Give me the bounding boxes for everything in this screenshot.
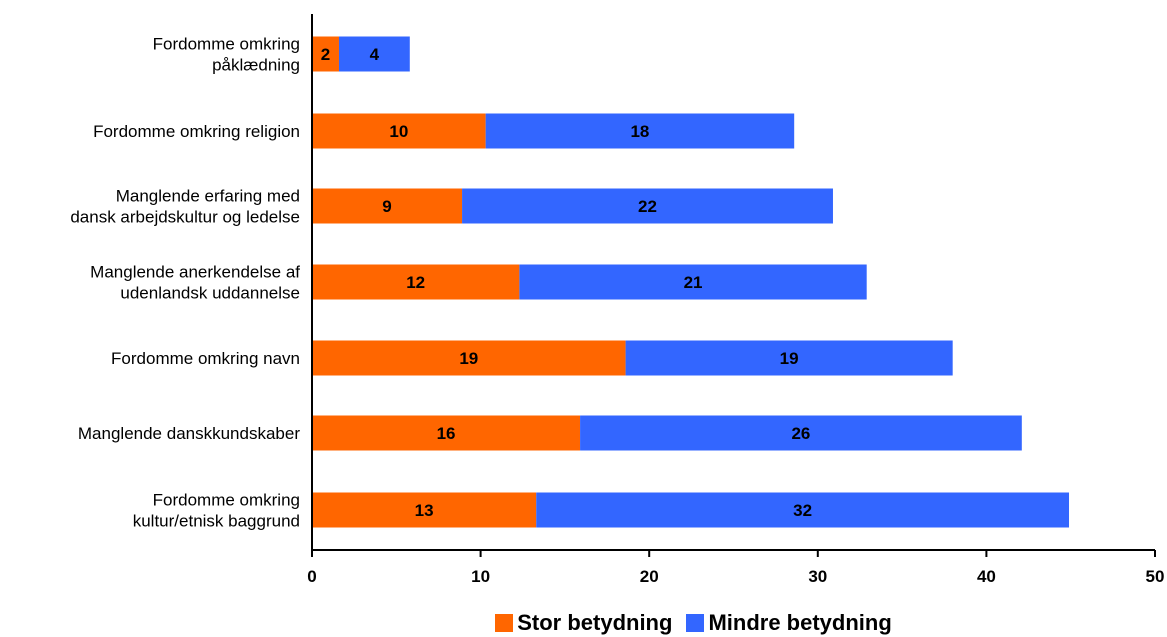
category-label-3-line-1: udenlandsk uddannelse (120, 284, 300, 303)
category-label-0-line-1: påklædning (212, 56, 300, 75)
legend-swatch-mindre (686, 614, 705, 632)
category-label-5: Manglende danskkundskaber (78, 424, 300, 443)
category-label-1: Fordomme omkring religion (93, 122, 300, 141)
x-tick-label-30: 30 (808, 567, 827, 586)
category-label-0-line-0: Fordomme omkring (153, 35, 300, 54)
category-label-4: Fordomme omkring navn (111, 349, 300, 368)
bars-group: 2 4 10 18 9 22 12 21 19 19 16 26 13 32 (312, 36, 1070, 528)
legend-item-stor: Stor betydning (495, 610, 672, 636)
category-label-3-line-0: Manglende anerkendelse af (90, 263, 300, 282)
data-label-stor-6: 13 (415, 501, 434, 520)
x-axis-ticks: 0 10 20 30 40 50 (307, 550, 1164, 586)
data-label-mindre-6: 32 (793, 501, 812, 520)
data-label-mindre-4: 19 (780, 349, 799, 368)
bar-mindre-5 (580, 415, 1022, 451)
category-label-2-line-1: dansk arbejdskultur og ledelse (70, 208, 300, 227)
data-label-mindre-3: 21 (684, 273, 703, 292)
bar-mindre-4 (625, 340, 953, 376)
legend-label-stor: Stor betydning (517, 610, 673, 635)
data-label-stor-2: 9 (382, 197, 391, 216)
x-tick-label-20: 20 (640, 567, 659, 586)
data-label-stor-5: 16 (437, 424, 456, 443)
bar-mindre-6 (536, 492, 1070, 528)
bar-mindre-0 (338, 36, 410, 72)
category-label-6-line-1: kultur/etnisk baggrund (133, 512, 300, 531)
x-tick-label-0: 0 (307, 567, 316, 586)
legend: Stor betydning Mindre betydning (0, 610, 1167, 636)
x-tick-label-40: 40 (977, 567, 996, 586)
bar-stor-2 (312, 188, 463, 224)
bar-stor-6 (312, 492, 537, 528)
data-label-mindre-5: 26 (791, 424, 810, 443)
data-label-stor-0: 2 (321, 45, 330, 64)
bar-stor-0 (312, 36, 339, 72)
data-label-mindre-2: 22 (638, 197, 657, 216)
data-label-mindre-0: 4 (370, 45, 380, 64)
data-label-stor-1: 10 (389, 122, 408, 141)
bar-stor-5 (312, 415, 581, 451)
legend-item-mindre: Mindre betydning (686, 610, 892, 636)
data-label-stor-3: 12 (406, 273, 425, 292)
legend-swatch-stor (495, 614, 514, 632)
bar-stor-4 (312, 340, 626, 376)
x-tick-label-10: 10 (471, 567, 490, 586)
bar-mindre-1 (485, 113, 795, 149)
data-label-stor-4: 19 (459, 349, 478, 368)
category-label-2-line-0: Manglende erfaring med (116, 187, 300, 206)
bar-mindre-2 (462, 188, 833, 224)
data-label-mindre-1: 18 (630, 122, 649, 141)
bar-stor-3 (312, 264, 520, 300)
category-labels: Fordomme omkring påklædning Fordomme omkri… (70, 35, 300, 531)
bar-stor-1 (312, 113, 486, 149)
category-label-6-line-0: Fordomme omkring (153, 491, 300, 510)
bar-mindre-3 (519, 264, 867, 300)
legend-label-mindre: Mindre betydning (708, 610, 892, 635)
chart: 2 4 10 18 9 22 12 21 19 19 16 26 13 32 Fordomme omkri… (70, 14, 1164, 586)
x-tick-label-50: 50 (1146, 567, 1165, 586)
